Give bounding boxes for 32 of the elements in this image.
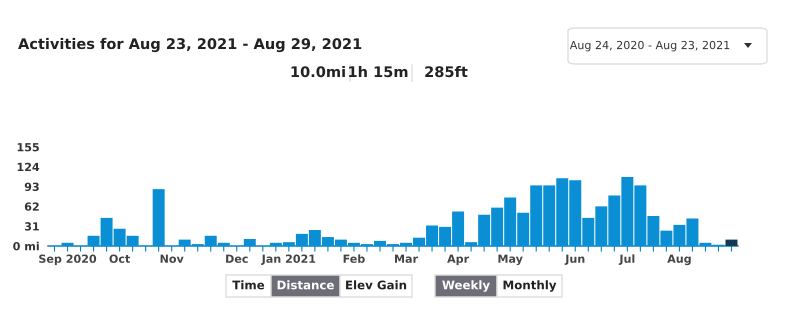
text: Time (232, 280, 264, 290)
text: Elev Gain (346, 280, 406, 290)
x-tick-label: May (498, 254, 523, 266)
text: 10.0mi (292, 66, 345, 78)
y-tick-label: 31 (24, 222, 39, 231)
text: 1h 15m (349, 66, 408, 78)
x-tick-label: Mar (395, 254, 418, 263)
y-tick-label: 155 (18, 143, 39, 152)
y-tick-label: 0 mi (13, 242, 39, 250)
chart-title: Activities for Aug 23, 2021 - Aug 29, 2021 (18, 38, 362, 52)
text: Monthly (504, 280, 556, 292)
text: Weekly (442, 280, 490, 292)
x-tick-label: Apr (447, 254, 470, 266)
y-tick-label: 93 (24, 182, 39, 191)
x-tick-label: Sep 2020 (39, 254, 96, 266)
bar (244, 238, 256, 246)
x-tick-label: Jun (564, 254, 584, 265)
x-tick-label: Aug (667, 254, 691, 266)
x-tick-label: Dec (226, 254, 248, 263)
text: 285ft (425, 66, 468, 78)
x-tick-label: Jul (618, 254, 634, 265)
y-tick-label: 62 (24, 202, 39, 211)
x-tick-label: Oct (109, 254, 130, 263)
text: Aug 24, 2020 - Aug 23, 2021 (570, 40, 730, 52)
bar (62, 242, 74, 246)
bar (726, 240, 738, 246)
bar (152, 189, 165, 246)
x-tick-label: Jan 2021 (261, 254, 316, 265)
x-tick-label: Nov (160, 254, 184, 263)
y-tick-label: 124 (18, 162, 40, 172)
x-tick-label: Feb (344, 254, 365, 263)
text: Distance (278, 280, 334, 290)
